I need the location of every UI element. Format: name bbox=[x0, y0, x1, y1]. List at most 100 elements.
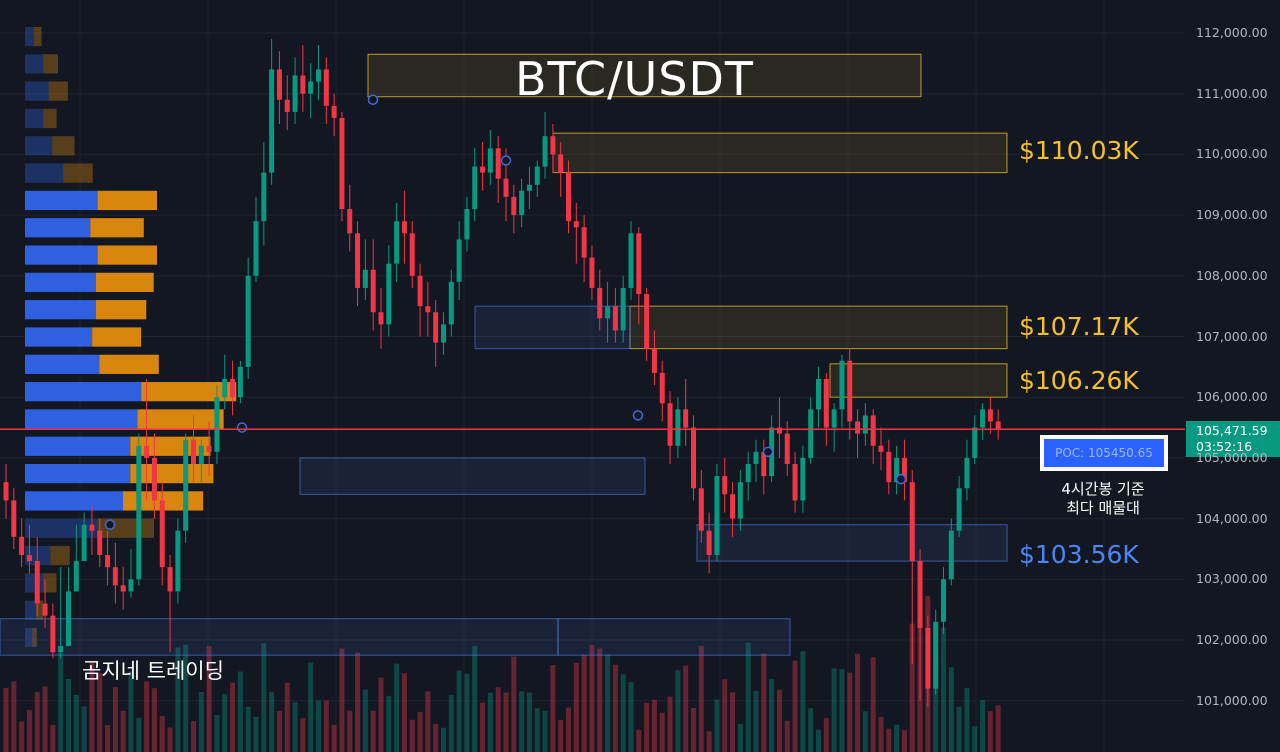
poc-box: POC: 105450.65 bbox=[1040, 435, 1168, 471]
candle-body bbox=[956, 488, 962, 531]
candle-body bbox=[784, 433, 790, 464]
candle-body bbox=[644, 294, 650, 349]
candle-body bbox=[800, 457, 806, 501]
candle-body bbox=[362, 269, 368, 288]
candle-body bbox=[948, 530, 954, 580]
candle-body bbox=[66, 591, 71, 647]
candle-body bbox=[987, 409, 993, 422]
volume-bar bbox=[706, 731, 712, 752]
poc-note: 4시간봉 기준 최다 매물대 bbox=[1048, 480, 1158, 518]
volume-profile-sell bbox=[48, 81, 68, 101]
level-zone bbox=[557, 618, 791, 656]
volume-bar bbox=[183, 644, 189, 752]
candle-body bbox=[605, 306, 611, 319]
volume-bar bbox=[495, 687, 501, 752]
volume-profile-buy bbox=[25, 81, 49, 101]
volume-bar bbox=[73, 695, 79, 752]
price-tick: 105,000.00 bbox=[1196, 449, 1268, 465]
volume-bar bbox=[448, 694, 454, 752]
volume-profile-sell bbox=[43, 54, 58, 74]
candle-body bbox=[972, 427, 978, 458]
volume-bar bbox=[214, 714, 220, 752]
candle-body bbox=[417, 275, 423, 307]
volume-bar bbox=[253, 716, 259, 752]
candle-body bbox=[464, 209, 470, 240]
volume-bar bbox=[237, 671, 243, 752]
volume-bar bbox=[651, 699, 657, 752]
candle-body bbox=[995, 421, 1001, 429]
volume-bar bbox=[761, 653, 767, 752]
candle-body bbox=[925, 627, 931, 689]
price-tick: 103,000.00 bbox=[1196, 571, 1268, 587]
candle-body bbox=[667, 403, 673, 446]
volume-bar bbox=[987, 711, 993, 752]
candle-body bbox=[581, 227, 587, 258]
volume-profile-buy bbox=[25, 300, 96, 320]
volume-profile-buy bbox=[25, 245, 98, 265]
volume-profile-sell bbox=[34, 26, 42, 47]
volume-bar bbox=[19, 721, 25, 752]
volume-bar bbox=[862, 711, 868, 752]
candle-body bbox=[183, 439, 189, 531]
volume-bar bbox=[714, 699, 720, 752]
poc-note-line-2: 최다 매물대 bbox=[1066, 499, 1140, 517]
candle-body bbox=[776, 427, 782, 434]
price-tick: 111,000.00 bbox=[1196, 85, 1268, 101]
volume-profile-buy bbox=[25, 272, 96, 293]
candle-body bbox=[136, 445, 142, 580]
volume-profile-sell bbox=[32, 627, 37, 648]
volume-bar bbox=[901, 730, 907, 752]
candle-body bbox=[511, 196, 517, 216]
volume-bar bbox=[597, 648, 603, 752]
candle-body bbox=[214, 397, 220, 452]
candle-body bbox=[480, 166, 486, 173]
level-zone bbox=[474, 305, 631, 350]
candle-body bbox=[737, 482, 743, 519]
volume-bar bbox=[909, 623, 915, 752]
candle-body bbox=[526, 184, 532, 191]
candle-body bbox=[941, 579, 946, 622]
volume-bar bbox=[855, 653, 861, 752]
candle-body bbox=[269, 69, 275, 173]
volume-bar bbox=[316, 700, 321, 752]
volume-bar bbox=[425, 691, 431, 752]
volume-bar bbox=[644, 702, 650, 752]
candle-body bbox=[97, 530, 103, 556]
candle-body bbox=[683, 409, 689, 428]
volume-bar bbox=[323, 700, 329, 752]
volume-profile-buy bbox=[25, 627, 33, 648]
volume-profile-buy bbox=[25, 436, 131, 456]
candle-body bbox=[917, 561, 923, 628]
candle-body bbox=[300, 75, 306, 94]
volume-bar bbox=[34, 692, 40, 752]
candle-body bbox=[159, 500, 165, 568]
volume-bar bbox=[870, 657, 876, 752]
pivot-marker bbox=[762, 446, 774, 458]
candle-body bbox=[120, 585, 126, 592]
volume-bar bbox=[831, 668, 837, 752]
volume-bar bbox=[276, 711, 282, 752]
candle-body bbox=[433, 312, 439, 343]
candle-body bbox=[11, 500, 17, 537]
volume-profile-buy bbox=[25, 600, 36, 620]
volume-bar bbox=[503, 692, 509, 752]
volume-profile-buy bbox=[25, 573, 44, 593]
candle-body bbox=[50, 615, 56, 653]
volume-profile-buy bbox=[25, 409, 138, 429]
level-zone bbox=[696, 524, 1008, 562]
volume-bar bbox=[245, 706, 251, 752]
candle-body bbox=[659, 372, 665, 404]
volume-profile-sell bbox=[137, 409, 224, 429]
candle-body bbox=[198, 445, 204, 464]
volume-bar bbox=[269, 691, 275, 752]
volume-profile-buy bbox=[25, 218, 91, 238]
price-tick: 109,000.00 bbox=[1196, 207, 1268, 223]
candle-body bbox=[597, 287, 603, 319]
volume-profile-sell bbox=[50, 545, 70, 566]
volume-bar bbox=[659, 712, 665, 752]
volume-bar bbox=[581, 654, 587, 752]
candle-body bbox=[761, 451, 767, 477]
volume-bar bbox=[894, 724, 900, 752]
volume-profile-sell bbox=[97, 245, 157, 265]
volume-bar bbox=[886, 728, 892, 752]
